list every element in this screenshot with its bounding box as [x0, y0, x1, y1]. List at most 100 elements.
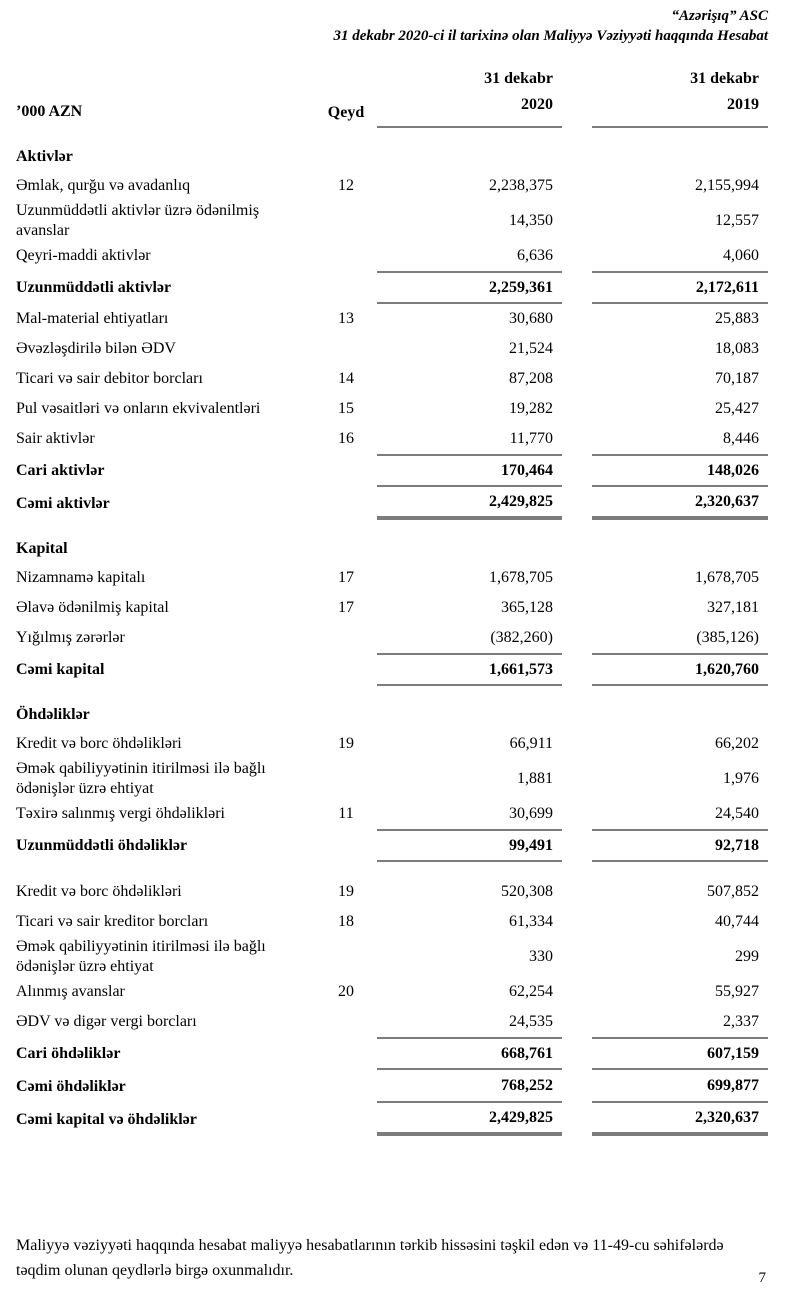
column-header-2020-line2: 2020 [521, 96, 553, 113]
table-row: Ticari və sair kreditor borcları 18 61,334… [16, 907, 768, 937]
value-2020: 19,282 [509, 400, 553, 417]
value-2019: 18,083 [715, 340, 759, 357]
value-2019: 92,718 [592, 829, 768, 862]
value-2020: 66,911 [509, 735, 553, 752]
row-note [321, 1007, 371, 1037]
table-row: Uzunmüddətli aktivlər üzrə ödənilmiş ava… [16, 201, 768, 241]
section-header-row: Öhdəliklər [16, 701, 768, 729]
row-note [321, 1037, 371, 1070]
table-row: Əmək qabiliyyətinin itirilməsi ilə bağlı… [16, 759, 768, 799]
section-header-row: Aktivlər [16, 143, 768, 171]
row-note [321, 829, 371, 862]
value-2019: 1,620,760 [592, 653, 768, 686]
value-2019: 2,172,611 [592, 271, 768, 304]
value-2019: 66,202 [715, 735, 759, 752]
value-2019: 2,155,994 [695, 177, 759, 194]
value-2019: 1,678,705 [695, 569, 759, 586]
table-body: Aktivlər Əmlak, qurğu və avadanlıq 12 2,238… [16, 143, 768, 1136]
row-label: Əmək qabiliyyətinin itirilməsi ilə bağlı… [16, 760, 266, 797]
table-header-row: ’000 AZN Qeyd 31 dekabr 2020 31 dekabr 2… [16, 66, 768, 128]
row-note [321, 759, 371, 799]
row-note [321, 535, 371, 563]
value-2019 [592, 535, 768, 563]
page-number: 7 [758, 1270, 767, 1286]
value-2019: 699,877 [592, 1070, 768, 1103]
table-row: ƏDV və digər vergi borcları 24,535 2,337 [16, 1007, 768, 1037]
row-note: 17 [338, 569, 354, 586]
row-label: Uzunmüddətli öhdəliklər [16, 836, 188, 854]
table-row: Kredit və borc öhdəlikləri 19 66,911 66,202 [16, 729, 768, 759]
row-label: Mal-material ehtiyatları [16, 310, 169, 327]
table-row: Təxirə salınmış vergi öhdəlikləri 11 30,69… [16, 799, 768, 829]
row-note: 15 [338, 400, 354, 417]
table-row: Nizamnamə kapitalı 17 1,678,705 1,678,705 [16, 563, 768, 593]
value-2020: 520,308 [501, 883, 553, 900]
footer-note: Maliyyə vəziyyəti haqqında hesabat maliy… [16, 1237, 724, 1279]
value-2019: 507,852 [707, 883, 759, 900]
row-label: Əmək qabiliyyətinin itirilməsi ilə bağlı… [16, 938, 266, 975]
report-title: 31 dekabr 2020-ci il tarixinə olan Maliy… [333, 28, 768, 44]
row-note: 12 [338, 177, 354, 194]
row-note [321, 623, 371, 653]
row-label: Əvəzləşdirilə bilən ƏDV [16, 340, 176, 357]
row-label: Kredit və borc öhdəlikləri [16, 883, 182, 900]
table-row: Əlavə ödənilmiş kapital 17 365,128 327,181 [16, 593, 768, 623]
total-row: Cəmi öhdəliklər 768,252 699,877 [16, 1070, 768, 1103]
row-label: Cəmi öhdəliklər [16, 1077, 126, 1095]
row-note: 16 [338, 430, 354, 447]
row-label: Aktivlər [16, 148, 73, 165]
row-label: Cəmi aktivlər [16, 494, 110, 512]
row-label: Ticari və sair debitor borcları [16, 370, 203, 387]
row-note [321, 143, 371, 171]
row-note [321, 201, 371, 241]
row-label: ƏDV və digər vergi borcları [16, 1013, 197, 1030]
row-label: Nizamnamə kapitalı [16, 569, 146, 586]
row-note: 11 [338, 805, 354, 822]
value-2019: 2,337 [723, 1013, 759, 1030]
value-2019: 2,320,637 [592, 1103, 768, 1136]
row-note: 18 [338, 913, 354, 930]
value-2020: 330 [529, 948, 553, 965]
table-row: Mal-material ehtiyatları 13 30,680 25,883 [16, 304, 768, 334]
table-row: Əmək qabiliyyətinin itirilməsi ilə bağlı… [16, 937, 768, 977]
row-note: 17 [338, 599, 354, 616]
row-note: 19 [338, 883, 354, 900]
row-label: Əmlak, qurğu və avadanlıq [16, 177, 191, 194]
balance-sheet-table: ’000 AZN Qeyd 31 dekabr 2020 31 dekabr 2… [16, 66, 768, 1136]
document-page: “Azərişıq” ASC 31 dekabr 2020-ci il tari… [16, 8, 768, 1136]
row-note [321, 271, 371, 304]
total-row: Cari aktivlər 170,464 148,026 [16, 454, 768, 487]
value-2020: 14,350 [509, 212, 553, 229]
value-2020: 6,636 [517, 247, 553, 264]
value-2019: 1,976 [723, 770, 759, 787]
value-2020: 365,128 [501, 599, 553, 616]
value-2020: 30,699 [509, 805, 553, 822]
value-2020 [377, 143, 562, 171]
row-note: 20 [338, 983, 354, 1000]
value-2019: 8,446 [723, 430, 759, 447]
table-row: Pul vəsaitləri və onların ekvivalentləri… [16, 394, 768, 424]
row-note [321, 701, 371, 729]
value-2019: 55,927 [715, 983, 759, 1000]
value-2019 [592, 143, 768, 171]
total-row: Uzunmüddətli aktivlər 2,259,361 2,172,611 [16, 271, 768, 304]
value-2020: 1,661,573 [377, 653, 562, 686]
value-2019: 70,187 [715, 370, 759, 387]
value-2020: 30,680 [509, 310, 553, 327]
value-2020: 2,259,361 [377, 271, 562, 304]
value-2019: 24,540 [715, 805, 759, 822]
value-2020: 1,678,705 [489, 569, 553, 586]
value-2020: 21,524 [509, 340, 553, 357]
value-2020 [377, 701, 562, 729]
row-label: Ticari və sair kreditor borcları [16, 913, 209, 930]
row-label: Kredit və borc öhdəlikləri [16, 735, 182, 752]
value-2020: 99,491 [377, 829, 562, 862]
value-2020: 11,770 [509, 430, 553, 447]
value-2020: 2,429,825 [377, 1103, 562, 1136]
row-label: Uzunmüddətli aktivlər üzrə ödənilmiş ava… [16, 202, 260, 239]
column-header-2019: 31 dekabr 2019 [592, 66, 768, 128]
total-row: Uzunmüddətli öhdəliklər 99,491 92,718 [16, 829, 768, 862]
value-2020: 61,334 [509, 913, 553, 930]
row-label: Təxirə salınmış vergi öhdəlikləri [16, 805, 225, 822]
row-note [321, 454, 371, 487]
